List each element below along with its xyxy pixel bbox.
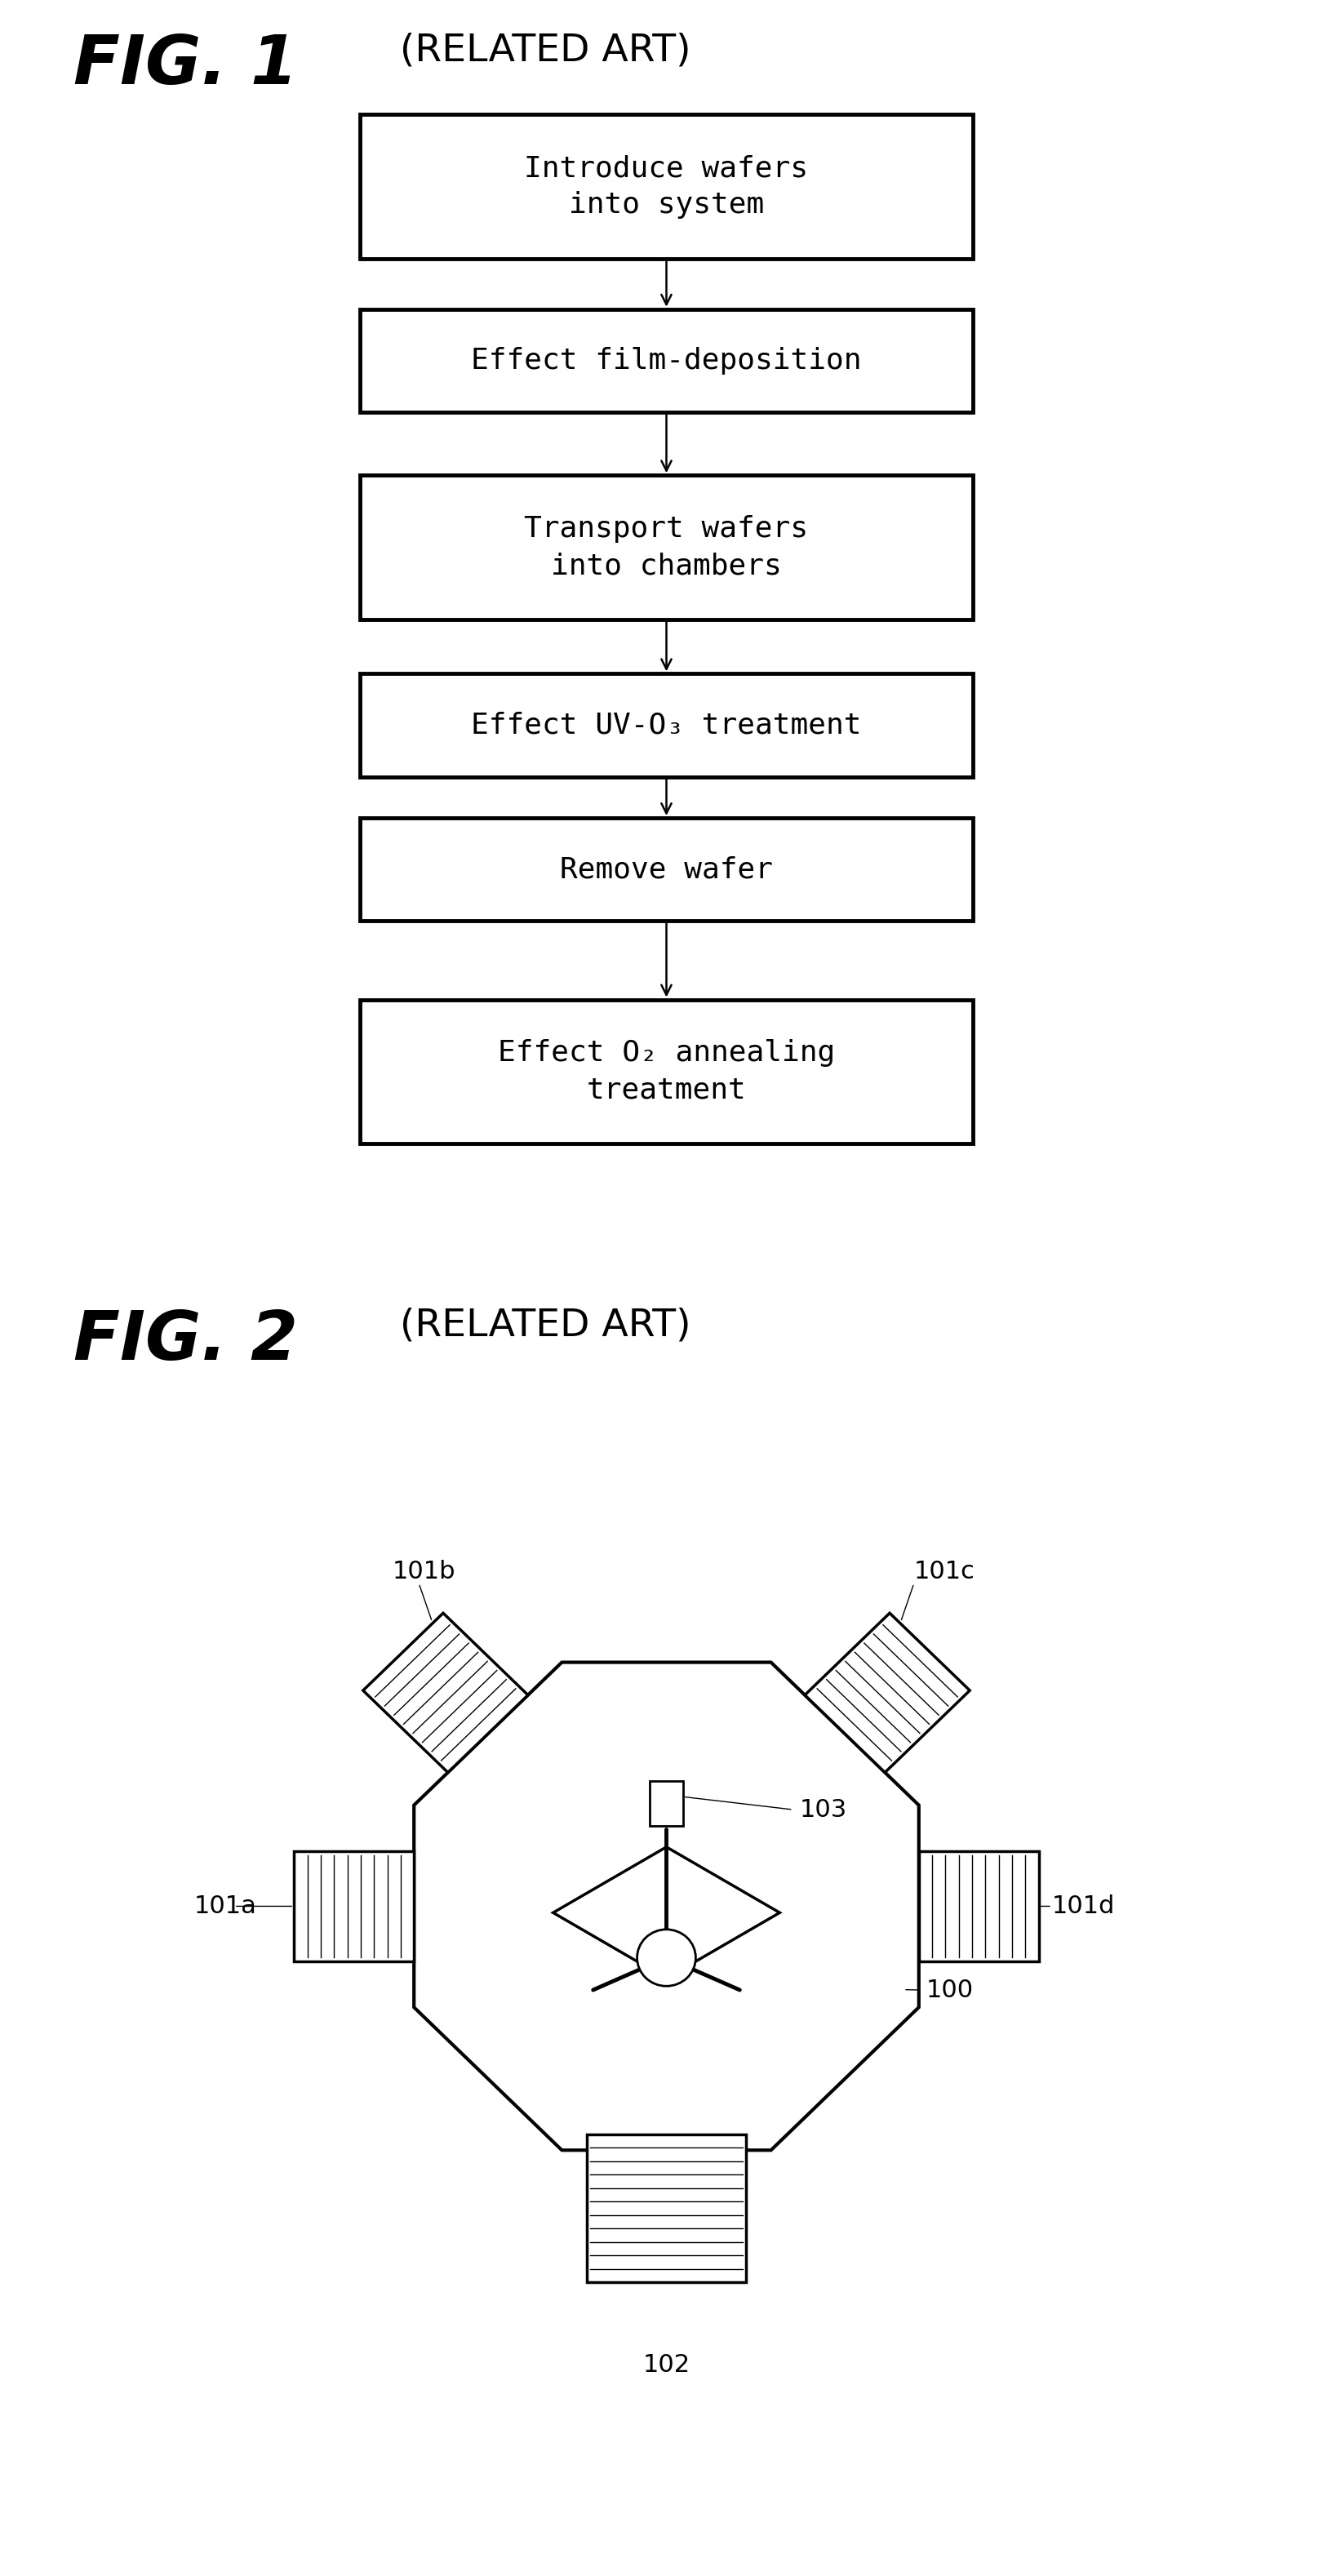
Text: 103: 103 (799, 1798, 847, 1821)
Polygon shape (805, 1613, 970, 1772)
Text: 102: 102 (642, 2352, 690, 2378)
Text: 100: 100 (926, 1978, 974, 2002)
Text: (RELATED ART): (RELATED ART) (400, 1309, 690, 1345)
Circle shape (637, 1929, 695, 1986)
Polygon shape (586, 2133, 746, 2282)
Text: FIG. 2: FIG. 2 (73, 1309, 297, 1373)
Polygon shape (294, 1852, 414, 1960)
Polygon shape (362, 1613, 527, 1772)
Text: FIG. 1: FIG. 1 (73, 31, 297, 98)
Text: 101a: 101a (194, 1893, 257, 1919)
Text: Remove wafer: Remove wafer (559, 855, 773, 884)
Text: 101c: 101c (914, 1558, 975, 1584)
Bar (360, 477, 972, 621)
Text: Effect O₂ annealing
treatment: Effect O₂ annealing treatment (497, 1041, 835, 1103)
Text: Effect film-deposition: Effect film-deposition (470, 348, 862, 374)
Bar (650, 1780, 682, 1826)
Text: 101b: 101b (392, 1558, 456, 1584)
Bar (360, 116, 972, 260)
Text: (RELATED ART): (RELATED ART) (400, 31, 690, 70)
Bar (360, 309, 972, 412)
Text: Effect UV-O₃ treatment: Effect UV-O₃ treatment (470, 711, 862, 739)
Polygon shape (414, 1662, 918, 2151)
Bar (360, 999, 972, 1144)
Text: 101d: 101d (1051, 1893, 1115, 1919)
Text: Introduce wafers
into system: Introduce wafers into system (523, 155, 809, 219)
Polygon shape (918, 1852, 1038, 1960)
Polygon shape (553, 1847, 779, 1978)
Text: Transport wafers
into chambers: Transport wafers into chambers (523, 515, 809, 580)
Bar (360, 672, 972, 778)
Bar (360, 819, 972, 922)
